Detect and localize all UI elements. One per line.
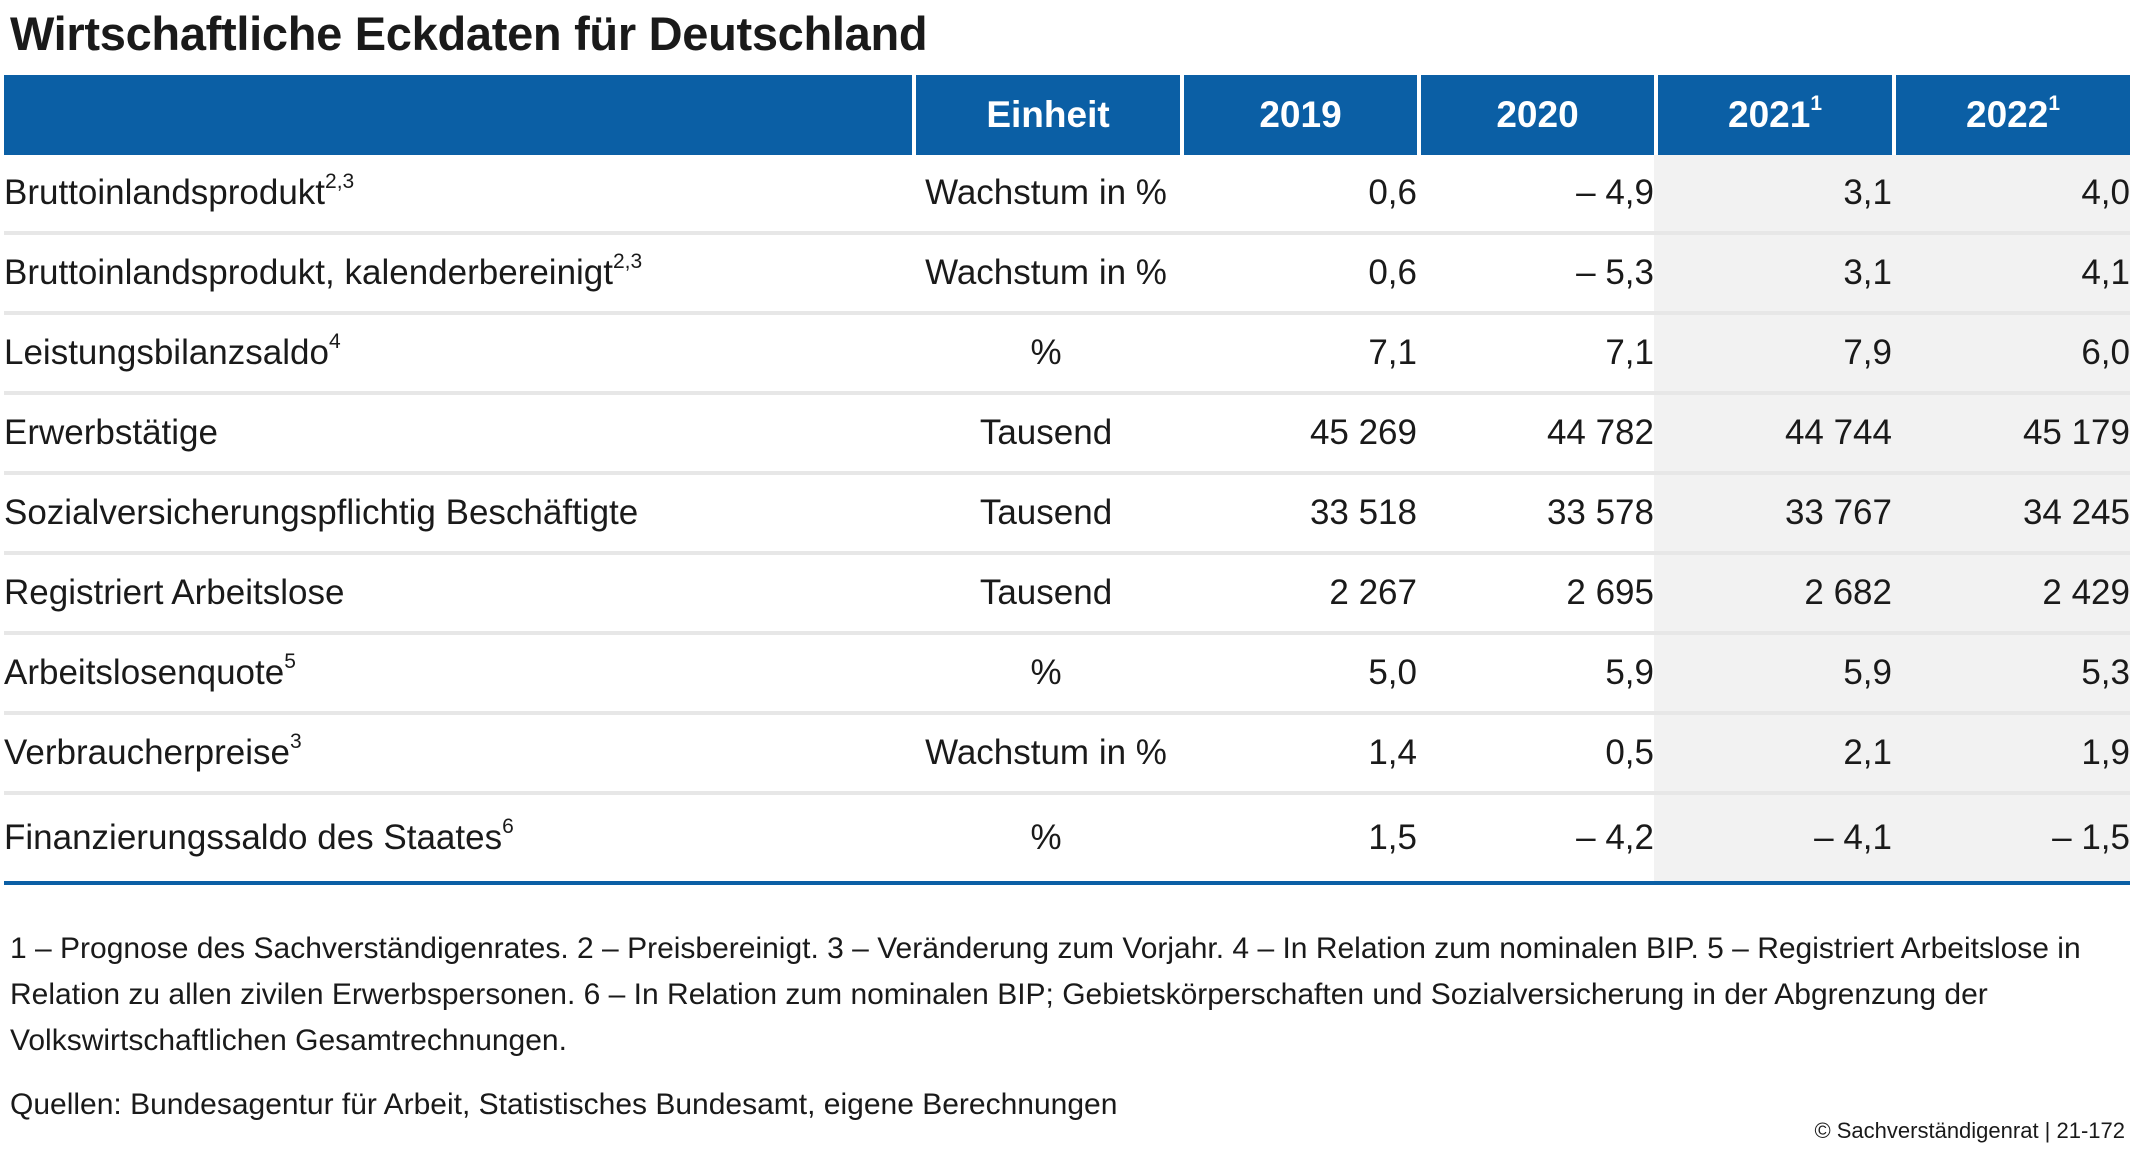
- value-2020: 0,5: [1417, 715, 1654, 795]
- table-row: Verbraucherpreise3 Wachstum in % 1,4 0,5…: [4, 715, 2130, 795]
- value-2021: 33 767: [1654, 475, 1892, 555]
- value-2020: 5,9: [1417, 635, 1654, 715]
- row-unit: Wachstum in %: [912, 235, 1180, 315]
- value-2020: – 4,2: [1417, 795, 1654, 885]
- copyright-note: © Sachverständigenrat | 21-172: [1814, 1118, 2125, 1143]
- row-footnote-mark: 2,3: [613, 250, 643, 274]
- value-2022: 2 429: [1892, 555, 2130, 635]
- header-year-2019: 2019: [1180, 75, 1417, 155]
- value-2020: 7,1: [1417, 315, 1654, 395]
- header-unit: Einheit: [912, 75, 1180, 155]
- row-unit: %: [912, 635, 1180, 715]
- row-footnote-mark: 4: [328, 330, 341, 354]
- row-footnote-mark: 2,3: [325, 170, 355, 194]
- value-2021: 44 744: [1654, 395, 1892, 475]
- value-2019: 33 518: [1180, 475, 1417, 555]
- row-label-text: Arbeitslosenquote: [4, 653, 285, 692]
- table-row: Leistungsbilanzsaldo4 % 7,1 7,1 7,9 6,0: [4, 315, 2130, 395]
- row-footnote-mark: 3: [290, 730, 302, 754]
- row-label-text: Erwerbstätige: [4, 413, 218, 452]
- value-2021: 2,1: [1654, 715, 1892, 795]
- value-2019: 7,1: [1180, 315, 1417, 395]
- value-2020: 44 782: [1417, 395, 1654, 475]
- header-year-2021: 20211: [1654, 75, 1892, 155]
- row-unit: Wachstum in %: [912, 155, 1180, 235]
- value-2021: 5,9: [1654, 635, 1892, 715]
- sources-note: Quellen: Bundesagentur für Arbeit, Stati…: [10, 1088, 1118, 1121]
- row-label: Registriert Arbeitslose: [4, 555, 912, 635]
- row-unit: %: [912, 795, 1180, 885]
- row-footnote-mark: 5: [284, 650, 296, 674]
- value-2022: 1,9: [1892, 715, 2130, 795]
- value-2019: 2 267: [1180, 555, 1417, 635]
- year-label: 2019: [1259, 94, 1342, 135]
- value-2022: 6,0: [1892, 315, 2130, 395]
- table-row: Bruttoinlandsprodukt, kalenderbereinigt2…: [4, 235, 2130, 315]
- row-label-text: Finanzierungssaldo des Staates: [4, 818, 503, 857]
- row-label: Leistungsbilanzsaldo4: [4, 315, 912, 395]
- row-unit: %: [912, 315, 1180, 395]
- value-2022: 4,1: [1892, 235, 2130, 315]
- economic-data-table: Einheit 2019 2020 20211 20221 Bruttoinla…: [4, 75, 2130, 885]
- table-row: Arbeitslosenquote5 % 5,0 5,9 5,9 5,3: [4, 635, 2130, 715]
- value-2021: – 4,1: [1654, 795, 1892, 885]
- row-unit: Tausend: [912, 475, 1180, 555]
- row-footnote-mark: 6: [502, 815, 514, 839]
- value-2019: 1,4: [1180, 715, 1417, 795]
- header-year-2022: 20221: [1892, 75, 2130, 155]
- row-unit: Tausend: [912, 555, 1180, 635]
- value-2021: 7,9: [1654, 315, 1892, 395]
- row-label-text: Registriert Arbeitslose: [4, 573, 345, 612]
- header-label-cell: [4, 75, 912, 155]
- value-2019: 0,6: [1180, 235, 1417, 315]
- row-label-text: Bruttoinlandsprodukt, kalenderbereinigt: [4, 253, 613, 292]
- row-label-text: Sozialversicherungspflichtig Beschäftigt…: [4, 493, 639, 532]
- year-footnote-mark: 1: [2048, 91, 2060, 115]
- row-label: Arbeitslosenquote5: [4, 635, 912, 715]
- row-unit: Wachstum in %: [912, 715, 1180, 795]
- value-2022: 4,0: [1892, 155, 2130, 235]
- table-row: Registriert Arbeitslose Tausend 2 267 2 …: [4, 555, 2130, 635]
- value-2022: 34 245: [1892, 475, 2130, 555]
- row-label: Bruttoinlandsprodukt2,3: [4, 155, 912, 235]
- table-row: Finanzierungssaldo des Staates6 % 1,5 – …: [4, 795, 2130, 885]
- value-2022: 5,3: [1892, 635, 2130, 715]
- row-unit: Tausend: [912, 395, 1180, 475]
- value-2019: 1,5: [1180, 795, 1417, 885]
- row-label: Verbraucherpreise3: [4, 715, 912, 795]
- table-row: Bruttoinlandsprodukt2,3 Wachstum in % 0,…: [4, 155, 2130, 235]
- value-2021: 3,1: [1654, 235, 1892, 315]
- year-label: 2020: [1496, 94, 1579, 135]
- value-2019: 0,6: [1180, 155, 1417, 235]
- row-label: Bruttoinlandsprodukt, kalenderbereinigt2…: [4, 235, 912, 315]
- year-footnote-mark: 1: [1810, 91, 1822, 115]
- value-2020: – 4,9: [1417, 155, 1654, 235]
- value-2020: 2 695: [1417, 555, 1654, 635]
- value-2019: 45 269: [1180, 395, 1417, 475]
- table-row: Sozialversicherungspflichtig Beschäftigt…: [4, 475, 2130, 555]
- value-2019: 5,0: [1180, 635, 1417, 715]
- value-2020: 33 578: [1417, 475, 1654, 555]
- table-header-row: Einheit 2019 2020 20211 20221: [4, 75, 2130, 155]
- row-label: Erwerbstätige: [4, 395, 912, 475]
- header-year-2020: 2020: [1417, 75, 1654, 155]
- footnotes: 1 – Prognose des Sachverständigenrates. …: [10, 932, 2081, 1057]
- row-label-text: Bruttoinlandsprodukt: [4, 173, 326, 212]
- row-label-text: Leistungsbilanzsaldo: [4, 333, 329, 372]
- value-2021: 3,1: [1654, 155, 1892, 235]
- value-2022: – 1,5: [1892, 795, 2130, 885]
- value-2021: 2 682: [1654, 555, 1892, 635]
- row-label: Finanzierungssaldo des Staates6: [4, 795, 912, 885]
- table-row: Erwerbstätige Tausend 45 269 44 782 44 7…: [4, 395, 2130, 475]
- row-label-text: Verbraucherpreise: [4, 733, 290, 772]
- value-2020: – 5,3: [1417, 235, 1654, 315]
- year-label: 2022: [1966, 94, 2049, 135]
- value-2022: 45 179: [1892, 395, 2130, 475]
- page-title: Wirtschaftliche Eckdaten für Deutschland: [10, 7, 928, 60]
- row-label: Sozialversicherungspflichtig Beschäftigt…: [4, 475, 912, 555]
- year-label: 2021: [1728, 94, 1811, 135]
